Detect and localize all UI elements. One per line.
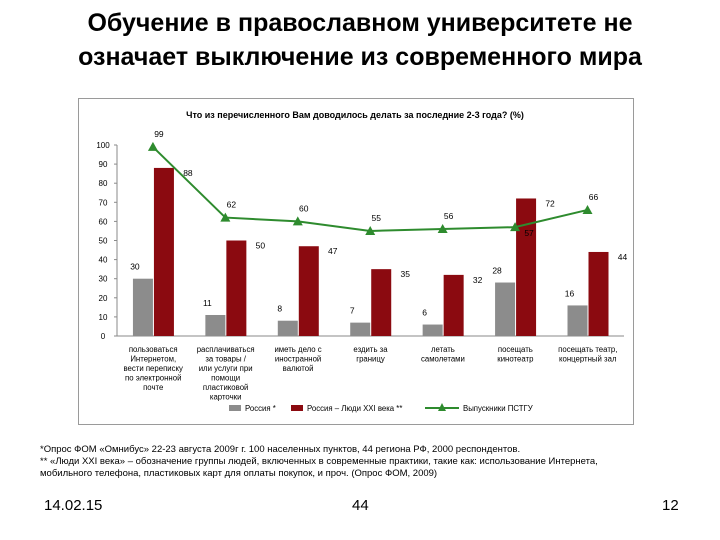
line-point-marker bbox=[147, 141, 158, 151]
footer-page-number: 12 bbox=[662, 497, 679, 514]
bar-russia bbox=[132, 278, 153, 336]
bar-russia bbox=[495, 282, 516, 336]
slide-title-line-2: означает выключение из современного мира bbox=[78, 43, 642, 71]
x-category-label: посещать bbox=[498, 345, 533, 354]
line-data-label: 57 bbox=[524, 228, 534, 238]
chart-frame: Что из перечисленного Вам доводилось дел… bbox=[78, 98, 634, 425]
line-point-marker bbox=[582, 204, 593, 214]
line-data-label: 62 bbox=[227, 200, 237, 210]
x-category-label: или услуги при bbox=[199, 364, 253, 373]
bar-xxi bbox=[298, 246, 319, 336]
data-label: 6 bbox=[422, 308, 427, 318]
line-data-label: 99 bbox=[154, 129, 164, 139]
x-category-label: помощи bbox=[211, 374, 240, 383]
y-tick-label: 50 bbox=[99, 237, 108, 246]
bar-xxi bbox=[226, 240, 247, 336]
x-category-label: карточки bbox=[210, 393, 242, 402]
y-tick-label: 40 bbox=[99, 256, 108, 265]
bar-xxi bbox=[516, 198, 537, 336]
y-tick-label: 10 bbox=[99, 313, 108, 322]
bar-xxi bbox=[588, 251, 609, 336]
legend-marker bbox=[438, 403, 446, 411]
y-tick-label: 70 bbox=[99, 198, 108, 207]
legend-label: Выпускники ПСТГУ bbox=[463, 404, 533, 413]
line-point-marker bbox=[437, 224, 448, 234]
line-point-marker bbox=[292, 216, 303, 226]
data-label: 11 bbox=[203, 298, 212, 308]
data-label: 30 bbox=[130, 262, 140, 272]
chart-title: Что из перечисленного Вам доводилось дел… bbox=[186, 110, 524, 120]
data-label: 50 bbox=[256, 241, 266, 251]
bar-russia bbox=[422, 324, 443, 336]
x-category-label: Интернетом, bbox=[130, 355, 176, 364]
y-tick-label: 80 bbox=[99, 179, 108, 188]
footnote-line-2: ** «Люди XXI века» – обозначение группы … bbox=[40, 456, 598, 467]
bar-russia bbox=[205, 314, 226, 336]
line-point-marker bbox=[220, 212, 231, 222]
data-label: 72 bbox=[545, 198, 555, 208]
data-label: 44 bbox=[618, 252, 628, 262]
x-category-label: самолетами bbox=[421, 355, 465, 364]
footer-date: 14.02.15 bbox=[44, 497, 103, 514]
line-data-label: 56 bbox=[444, 211, 454, 221]
line-point-marker bbox=[365, 225, 376, 235]
x-category-label: вести переписку bbox=[123, 364, 183, 373]
legend-label: Россия * bbox=[245, 404, 276, 413]
x-category-label: почте bbox=[143, 383, 163, 392]
x-category-label: посещать театр, bbox=[558, 345, 617, 354]
x-category-label: летать bbox=[431, 345, 455, 354]
y-tick-label: 20 bbox=[99, 294, 108, 303]
line-data-label: 66 bbox=[589, 192, 599, 202]
line-data-label: 60 bbox=[299, 203, 309, 213]
legend-label: Россия – Люди XXI века ** bbox=[307, 404, 402, 413]
data-label: 32 bbox=[473, 275, 483, 285]
data-label: 35 bbox=[400, 269, 410, 279]
x-category-label: иностранной bbox=[275, 355, 321, 364]
x-category-label: по электронной bbox=[125, 374, 181, 383]
legend-swatch bbox=[291, 405, 303, 411]
data-label: 88 bbox=[183, 168, 193, 178]
data-label: 47 bbox=[328, 246, 338, 256]
line-data-label: 55 bbox=[371, 213, 381, 223]
footnote-line-3: мобильного телефона, пластиковых карт дл… bbox=[40, 468, 438, 479]
x-category-label: пластиковой bbox=[203, 383, 249, 392]
footnote-line-1: *Опрос ФОМ «Омнибус» 22-23 августа 2009г… bbox=[40, 444, 521, 455]
x-category-label: иметь дело с bbox=[274, 345, 321, 354]
bar-xxi bbox=[371, 269, 392, 336]
data-label: 16 bbox=[565, 288, 575, 298]
y-tick-label: 100 bbox=[96, 141, 110, 150]
x-category-label: за товары / bbox=[205, 355, 246, 364]
bar-russia bbox=[567, 305, 588, 336]
x-category-label: ездить за bbox=[353, 345, 388, 354]
y-tick-label: 30 bbox=[99, 275, 108, 284]
x-category-label: пользоваться bbox=[129, 345, 178, 354]
x-category-label: кинотеатр bbox=[497, 355, 534, 364]
bar-xxi bbox=[153, 167, 174, 336]
x-category-label: валютой bbox=[283, 364, 314, 373]
data-label: 8 bbox=[277, 304, 282, 314]
slide-title: Обучение в православном университете не … bbox=[0, 6, 720, 74]
footer-center-number: 44 bbox=[352, 497, 369, 514]
line-point-marker bbox=[510, 222, 521, 232]
y-tick-label: 0 bbox=[101, 332, 106, 341]
x-category-label: концертный зал bbox=[559, 355, 617, 364]
footnote: *Опрос ФОМ «Омнибус» 22-23 августа 2009г… bbox=[40, 444, 690, 480]
bar-xxi bbox=[443, 274, 464, 336]
bar-russia bbox=[350, 322, 371, 336]
bar-russia bbox=[277, 320, 298, 336]
chart: Что из перечисленного Вам доводилось дел… bbox=[96, 110, 628, 413]
data-label: 28 bbox=[492, 266, 502, 276]
y-tick-label: 60 bbox=[99, 217, 108, 226]
legend-swatch bbox=[229, 405, 241, 411]
y-tick-label: 90 bbox=[99, 160, 108, 169]
data-label: 7 bbox=[350, 306, 355, 316]
x-category-label: расплачиваться bbox=[197, 345, 255, 354]
slide-title-line-1: Обучение в православном университете не bbox=[87, 9, 633, 37]
x-category-label: границу bbox=[356, 355, 385, 364]
